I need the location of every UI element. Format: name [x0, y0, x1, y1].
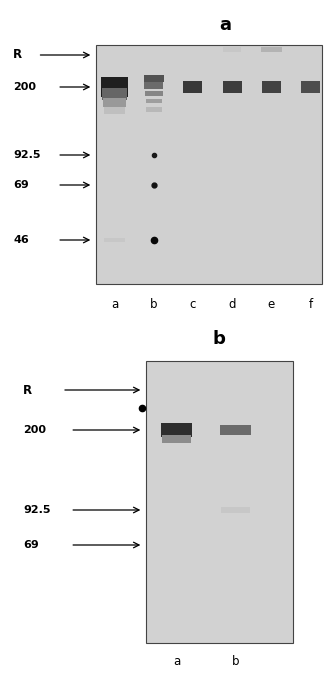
Text: 69: 69: [23, 540, 39, 550]
Bar: [162, 435, 191, 443]
Text: b: b: [150, 298, 157, 311]
Text: a: a: [111, 298, 118, 311]
Text: a: a: [173, 655, 180, 668]
Text: e: e: [268, 298, 275, 311]
Bar: [144, 75, 164, 83]
Bar: [301, 81, 320, 93]
Bar: [223, 80, 242, 93]
Text: d: d: [229, 298, 236, 311]
Bar: [220, 425, 251, 435]
Bar: [104, 107, 125, 114]
Bar: [96, 46, 322, 284]
Bar: [102, 88, 127, 100]
Bar: [144, 83, 163, 89]
Bar: [261, 47, 282, 52]
Text: c: c: [190, 298, 196, 311]
Bar: [161, 423, 192, 437]
Bar: [103, 97, 126, 107]
Bar: [145, 90, 163, 96]
Bar: [146, 360, 293, 643]
Text: f: f: [309, 298, 313, 311]
Bar: [146, 99, 162, 104]
Text: a: a: [220, 15, 232, 34]
Text: 46: 46: [13, 235, 29, 245]
Text: b: b: [232, 655, 239, 668]
Bar: [221, 507, 250, 513]
Text: 200: 200: [13, 82, 36, 92]
Text: b: b: [213, 330, 226, 349]
Bar: [146, 107, 162, 111]
Text: 200: 200: [23, 425, 46, 435]
Text: R: R: [13, 48, 22, 62]
Text: 92.5: 92.5: [23, 505, 50, 515]
Text: R: R: [23, 384, 32, 396]
Bar: [262, 80, 281, 93]
Bar: [104, 237, 125, 242]
Bar: [183, 80, 202, 93]
Bar: [223, 48, 241, 52]
Bar: [101, 77, 128, 97]
Text: 92.5: 92.5: [13, 150, 41, 160]
Text: 69: 69: [13, 180, 29, 190]
